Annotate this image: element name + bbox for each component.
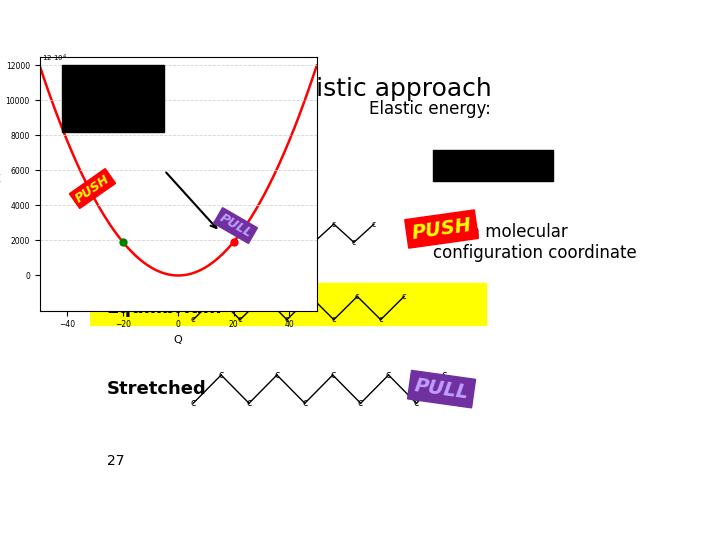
- Text: PUSH: PUSH: [73, 172, 112, 205]
- Text: c: c: [308, 292, 312, 301]
- Text: Stretched: Stretched: [107, 380, 207, 398]
- Text: PULL: PULL: [217, 211, 254, 240]
- Text: c: c: [191, 399, 196, 408]
- Text: c: c: [191, 315, 196, 324]
- Text: c: c: [246, 399, 252, 408]
- Text: Squeezed: Squeezed: [107, 224, 205, 242]
- Text: c: c: [284, 315, 289, 324]
- Text: c: c: [238, 315, 243, 324]
- Text: c: c: [211, 220, 215, 228]
- Text: PUSH: PUSH: [410, 215, 473, 242]
- Text: c: c: [330, 370, 336, 380]
- Text: c: c: [355, 292, 359, 301]
- Text: $12\ 10^4$: $12\ 10^4$: [42, 52, 68, 64]
- Text: c: c: [261, 292, 266, 301]
- Text: c: c: [218, 370, 224, 380]
- Text: c: c: [251, 220, 256, 228]
- X-axis label: Q: Q: [174, 335, 183, 345]
- Text: c: c: [352, 238, 356, 247]
- Text: c: c: [441, 370, 447, 380]
- Bar: [62, 65, 164, 132]
- Text: 27: 27: [107, 454, 125, 468]
- Bar: [90, 283, 486, 325]
- Text: c: c: [386, 370, 391, 380]
- Text: c: c: [274, 370, 279, 380]
- Text: c: c: [271, 238, 276, 247]
- Text: c: c: [312, 238, 316, 247]
- Text: c: c: [414, 399, 419, 408]
- Text: c: c: [372, 220, 376, 228]
- Text: Q is a molecular
configuration coordinate: Q is a molecular configuration coordinat…: [433, 223, 637, 261]
- Text: c: c: [215, 292, 219, 301]
- Text: c: c: [402, 292, 407, 301]
- Text: c: c: [332, 220, 336, 228]
- Text: Simplistic approach: Simplistic approach: [246, 77, 492, 102]
- Text: c: c: [302, 399, 307, 408]
- Text: c: c: [192, 238, 195, 247]
- Bar: [433, 150, 553, 181]
- Text: PULL: PULL: [413, 376, 470, 402]
- Text: Equilibrium: Equilibrium: [107, 299, 222, 317]
- Text: c: c: [331, 315, 336, 324]
- Text: c: c: [292, 220, 296, 228]
- Text: Elastic energy:: Elastic energy:: [369, 100, 491, 118]
- Text: c: c: [358, 399, 364, 408]
- Text: c: c: [379, 315, 383, 324]
- Y-axis label: E: E: [0, 173, 1, 184]
- Text: c: c: [231, 238, 235, 247]
